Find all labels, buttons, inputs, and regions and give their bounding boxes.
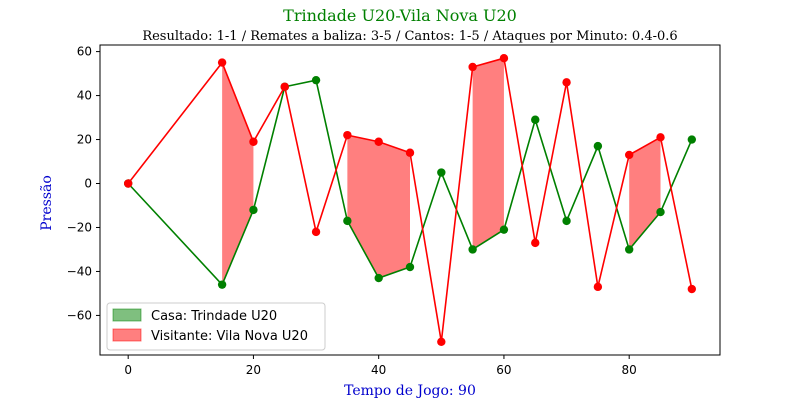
y-axis: −60 −40 −20 0 20 40 60 <box>67 45 100 322</box>
home-data-point <box>593 141 603 151</box>
home-data-point <box>562 216 571 226</box>
away-pressure-area <box>629 137 661 250</box>
away-data-point <box>593 282 603 292</box>
away-data-point <box>531 238 540 248</box>
legend-swatch <box>112 308 142 322</box>
y-tick-label: −20 <box>67 220 92 234</box>
away-pressure-area <box>347 135 410 279</box>
away-data-point <box>656 133 665 142</box>
away-data-point <box>437 337 446 347</box>
y-tick-label: 0 <box>84 177 92 191</box>
plot-frame <box>99 44 721 356</box>
home-data-point <box>687 135 697 144</box>
legend-label: Casa: Trindade U20 <box>151 309 277 324</box>
y-tick-label: 60 <box>77 45 92 59</box>
home-data-point <box>374 273 383 283</box>
chart-title: Trindade U20-Vila Nova U20 <box>283 6 517 25</box>
y-axis-label: Pressão <box>39 175 55 231</box>
home-data-point <box>217 280 227 289</box>
away-data-point <box>374 137 383 146</box>
away-data-point <box>499 53 509 63</box>
away-data-point <box>280 82 289 91</box>
x-tick-label: 20 <box>246 363 261 377</box>
away-data-point <box>468 62 477 72</box>
x-axis: 0 20 40 60 80 <box>124 355 637 377</box>
away-data-point <box>311 227 321 237</box>
home-data-point <box>656 207 665 217</box>
home-data-point <box>499 225 509 234</box>
away-data-point <box>123 179 133 188</box>
x-tick-label: 60 <box>496 363 511 377</box>
y-tick-label: −40 <box>67 264 92 278</box>
legend-swatch <box>112 328 142 342</box>
point-layer <box>123 53 697 347</box>
away-pressure-area <box>222 62 254 285</box>
y-tick-label: 20 <box>77 133 92 147</box>
home-data-point <box>437 168 446 177</box>
fill-layer <box>222 58 661 285</box>
home-data-point <box>405 262 415 272</box>
away-data-point <box>405 148 415 157</box>
x-tick-label: 80 <box>622 363 637 377</box>
x-tick-label: 40 <box>371 363 386 377</box>
away-data-point <box>217 58 227 67</box>
home-data-point <box>343 216 352 226</box>
away-data-point <box>343 130 352 140</box>
x-axis-label: Tempo de Jogo: 90 <box>344 383 476 399</box>
home-data-point <box>249 205 258 215</box>
away-data-point <box>687 284 697 294</box>
home-data-point <box>531 115 540 124</box>
away-data-point <box>562 78 571 87</box>
home-data-point <box>468 245 477 254</box>
home-data-point <box>624 245 634 254</box>
legend-box <box>106 302 326 351</box>
y-tick-label: −60 <box>67 308 92 322</box>
x-tick-label: 0 <box>124 363 132 377</box>
away-data-point <box>249 137 258 146</box>
legend-label: Visitante: Vila Nova U20 <box>151 329 308 344</box>
legend: Casa: Trindade U20 Visitante: Vila Nova U… <box>106 302 326 351</box>
away-data-point <box>624 150 634 160</box>
chart-subtitle: Resultado: 1-1 / Remates a baliza: 3-5 /… <box>142 29 677 44</box>
home-data-point <box>311 75 321 85</box>
y-tick-label: 40 <box>77 89 92 103</box>
away-pressure-area <box>472 58 504 250</box>
